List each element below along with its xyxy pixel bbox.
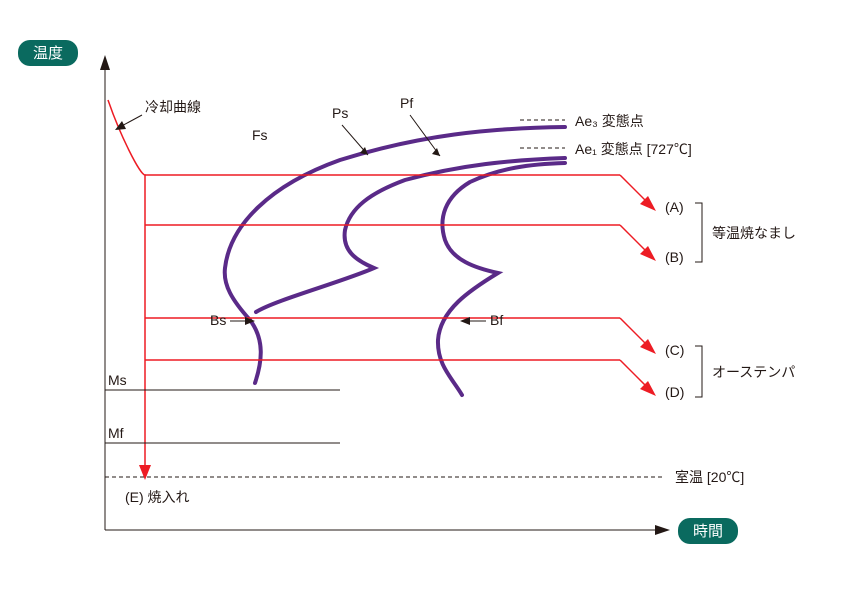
pf-label: Pf: [400, 95, 413, 111]
cooling-label: 冷却曲線: [145, 99, 201, 115]
y-axis-text: 温度: [33, 45, 63, 62]
cooling-arrowhead: [139, 465, 151, 480]
ae1-label: Ae₁ 変態点 [727℃]: [575, 141, 692, 157]
label-a: (A): [665, 199, 684, 215]
path-d: [145, 360, 656, 396]
quenching-label: (E) 焼入れ: [125, 489, 190, 505]
ttt-diagram: 温度 時間 Ae₃ 変態点 Ae₁ 変態点 [727℃] Fs Ps Pf 冷却…: [0, 0, 842, 595]
label-d: (D): [665, 384, 684, 400]
bracket-cd: [695, 346, 702, 397]
cooling-curve: [108, 100, 145, 470]
x-axis-label: 時間: [678, 518, 738, 544]
path-b: [145, 225, 656, 261]
austemper-label: オーステンパ: [712, 364, 795, 380]
x-axis-text: 時間: [693, 523, 723, 540]
fs-label: Fs: [252, 127, 268, 143]
label-c: (C): [665, 342, 684, 358]
bf-label: Bf: [490, 312, 503, 328]
ps-curve: [256, 158, 565, 312]
label-b: (B): [665, 249, 684, 265]
bracket-ab: [695, 203, 702, 262]
ps-label: Ps: [332, 105, 348, 121]
mf-label: Mf: [108, 425, 124, 441]
ae3-label: Ae₃ 変態点: [575, 113, 644, 129]
y-axis-label: 温度: [18, 40, 78, 66]
bs-label: Bs: [210, 312, 226, 328]
ms-label: Ms: [108, 372, 127, 388]
fs-curve: [225, 127, 565, 383]
isothermal-anneal-label: 等温焼なまし: [712, 225, 796, 241]
room-temp-label: 室温 [20℃]: [675, 469, 744, 485]
